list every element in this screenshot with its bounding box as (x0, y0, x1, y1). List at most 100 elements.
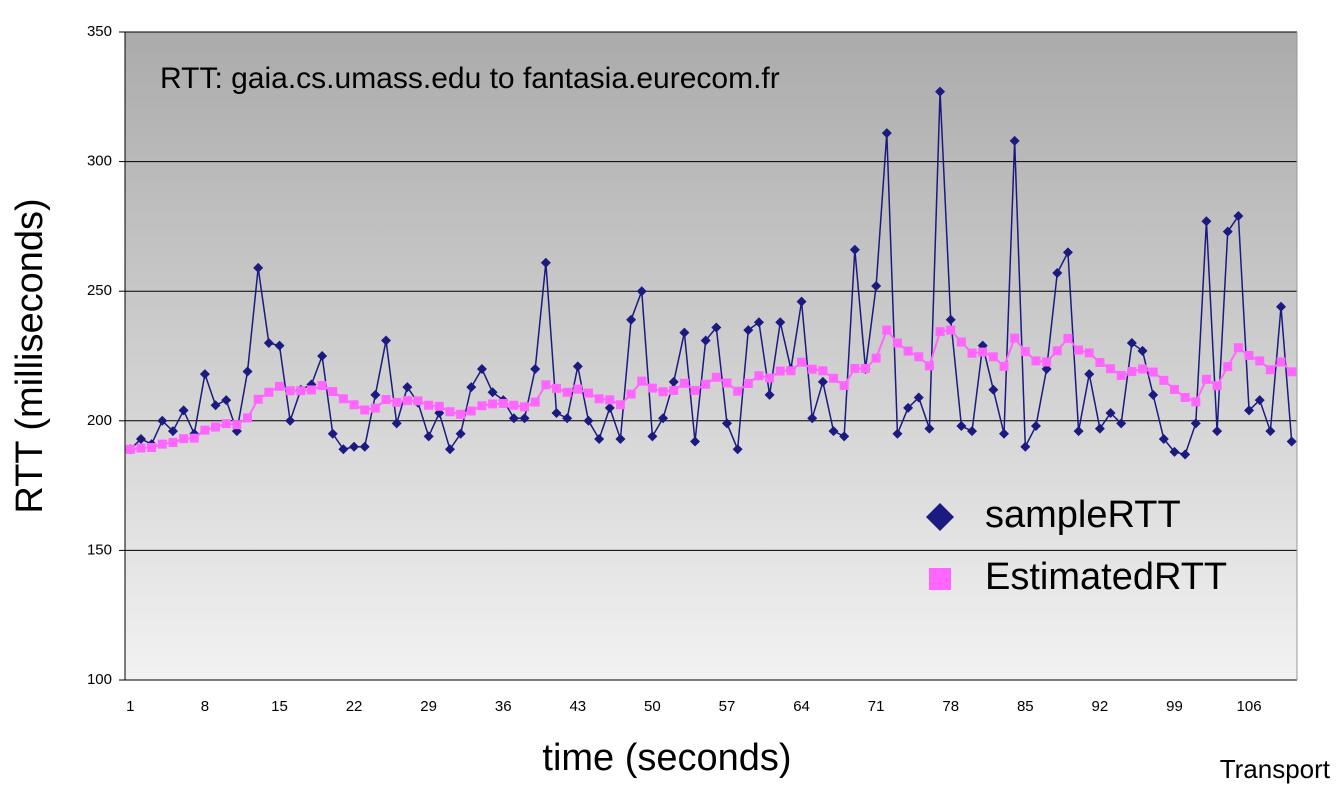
y-tick-label: 200 (87, 412, 112, 429)
marker (1233, 343, 1243, 353)
marker (1158, 433, 1169, 444)
marker (402, 396, 412, 406)
marker (381, 395, 391, 405)
marker (935, 327, 945, 337)
marker (498, 398, 508, 408)
y-tick-label: 350 (87, 23, 112, 40)
marker (796, 296, 807, 307)
marker (285, 386, 295, 396)
marker (647, 383, 657, 393)
marker (327, 428, 338, 439)
marker (221, 419, 231, 429)
marker (317, 351, 328, 361)
marker (1030, 420, 1041, 431)
marker (306, 385, 316, 395)
x-axis-label: time (seconds) (542, 737, 791, 779)
marker (1126, 338, 1137, 349)
marker (1073, 426, 1084, 437)
marker (253, 394, 263, 404)
marker (1191, 397, 1201, 407)
marker (466, 406, 476, 416)
marker (1255, 356, 1265, 366)
marker (1020, 441, 1031, 452)
marker (199, 369, 210, 380)
y-tick-label: 100 (87, 671, 112, 688)
marker (871, 281, 882, 292)
chart-title: RTT: gaia.cs.umass.edu to fantasia.eurec… (160, 62, 780, 95)
marker (296, 386, 306, 396)
marker (391, 418, 402, 429)
marker (903, 346, 913, 356)
marker (509, 400, 519, 410)
y-axis-label: RTT (milliseconds) (9, 198, 51, 513)
marker (679, 327, 690, 338)
x-tick-label: 22 (346, 698, 363, 715)
marker (817, 376, 828, 387)
marker (743, 325, 754, 336)
marker (1222, 226, 1233, 237)
marker (945, 314, 956, 325)
legend-label: EstimatedRTT (985, 556, 1227, 598)
marker (540, 257, 551, 268)
marker (711, 322, 722, 333)
marker (1159, 375, 1169, 385)
marker (402, 382, 413, 393)
marker (850, 363, 860, 373)
marker (562, 413, 573, 424)
marker (956, 420, 967, 431)
marker (1169, 384, 1179, 394)
marker (221, 395, 232, 406)
series-line (129, 91, 1293, 456)
marker (999, 428, 1009, 439)
marker (700, 335, 711, 346)
marks: 100 150 200 250 300 350 1 8 15 22 29 36 43 50 57 64 71 78… (87, 23, 1298, 715)
marker (1084, 369, 1095, 380)
x-tick-label: 99 (1166, 698, 1183, 715)
marker (892, 428, 903, 439)
marker (1287, 367, 1297, 377)
marker (424, 400, 434, 410)
marker (242, 366, 253, 377)
marker (285, 415, 296, 426)
x-tick-label: 92 (1092, 698, 1109, 715)
marker (157, 439, 167, 449)
marker (210, 400, 221, 411)
marker (530, 397, 540, 407)
marker (1180, 392, 1190, 402)
marker (913, 392, 924, 403)
marker (1106, 364, 1116, 374)
marker (1233, 211, 1244, 222)
marker (626, 389, 636, 399)
marker (978, 347, 988, 357)
marker (1052, 268, 1063, 279)
marker (317, 381, 327, 391)
marker (775, 317, 786, 328)
marker (594, 433, 605, 444)
marker (679, 378, 689, 388)
marker (636, 286, 647, 297)
marker (967, 348, 977, 358)
marker (668, 376, 679, 387)
x-tick-label: 8 (201, 698, 209, 715)
marker (1276, 357, 1286, 367)
marker (125, 444, 135, 454)
marker (828, 426, 839, 437)
marker (1212, 426, 1223, 437)
marker (1084, 348, 1094, 358)
marker (530, 363, 541, 374)
x-tick-label: 106 (1237, 698, 1262, 715)
marker (541, 380, 551, 390)
marker (552, 383, 562, 393)
marker (892, 338, 902, 348)
marker (1042, 357, 1052, 367)
y-tick-label: 150 (87, 541, 112, 558)
marker (1010, 333, 1020, 343)
marker (551, 408, 562, 419)
marker (1116, 370, 1126, 380)
marker (1116, 418, 1127, 429)
marker (381, 335, 392, 346)
marker (594, 394, 604, 404)
marker (658, 387, 668, 397)
x-tick-label: 85 (1017, 698, 1034, 715)
